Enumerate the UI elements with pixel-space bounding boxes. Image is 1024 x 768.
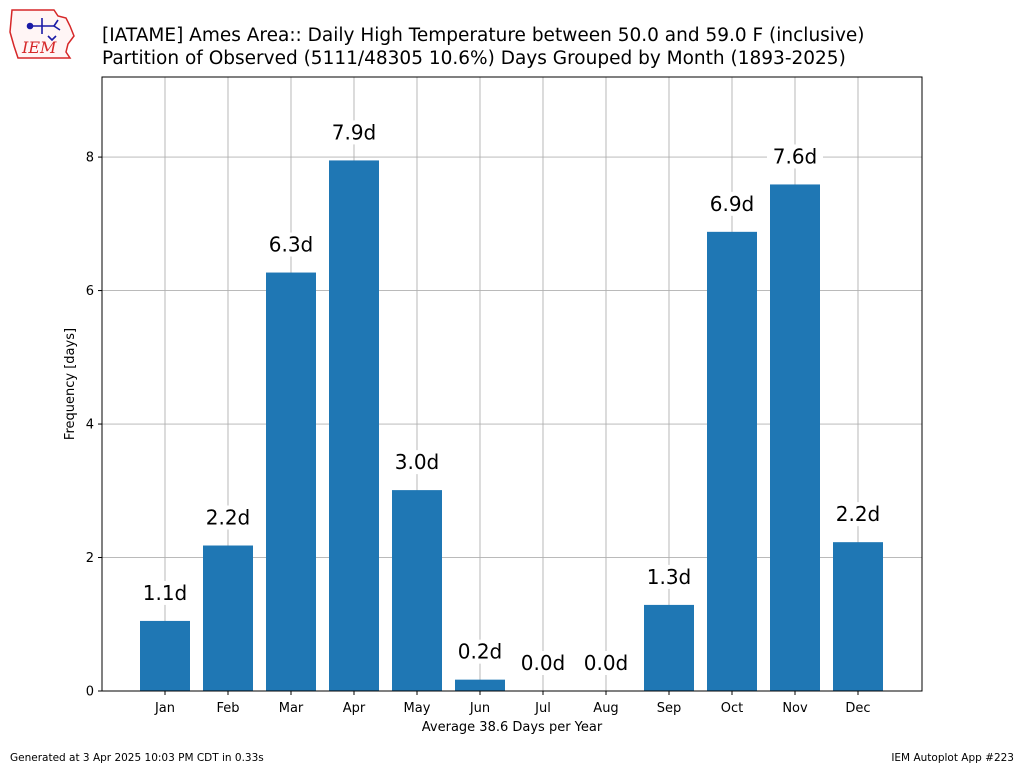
footer-app: IEM Autoplot App #223 xyxy=(891,752,1014,764)
y-tick-label: 4 xyxy=(86,418,94,433)
data-label: 1.1d xyxy=(143,581,188,605)
x-tick-label: Apr xyxy=(343,701,366,716)
data-label: 7.6d xyxy=(773,144,818,168)
data-label: 7.9d xyxy=(332,120,377,144)
data-label: 6.9d xyxy=(710,192,755,216)
axis-layer: 0 2 4 6 8 Jan Feb Mar Apr May Jun Jul Aug Sep Oct Nov De… xyxy=(86,151,871,716)
plot-frame xyxy=(101,76,923,692)
y-tick-label: 2 xyxy=(86,551,94,566)
data-label: 0.2d xyxy=(458,640,503,664)
x-tick-label: Jun xyxy=(469,701,490,716)
bar-apr xyxy=(329,160,379,691)
data-label-bg xyxy=(452,639,508,664)
data-label-bg xyxy=(767,144,823,169)
bars-layer xyxy=(140,160,883,691)
x-tick-label: Oct xyxy=(721,701,743,716)
bar-nov xyxy=(770,184,820,691)
y-tick-label: 6 xyxy=(86,284,94,299)
x-tick-label: Jan xyxy=(154,701,175,716)
bar-mar xyxy=(266,272,316,691)
data-label-bg xyxy=(326,120,382,145)
bar-oct xyxy=(707,231,757,691)
data-label-bg xyxy=(641,564,697,589)
data-label-bg xyxy=(704,191,760,216)
chart-title-line1: [IATAME] Ames Area:: Daily High Temperat… xyxy=(102,25,865,46)
data-label-bg xyxy=(389,450,445,475)
x-tick-label: Feb xyxy=(216,701,239,716)
data-label: 3.0d xyxy=(395,450,440,474)
y-tick-label: 8 xyxy=(86,151,94,166)
bar-sep xyxy=(644,604,694,691)
x-tick-label: Aug xyxy=(593,701,618,716)
footer-generated: Generated at 3 Apr 2025 10:03 PM CDT in … xyxy=(10,752,264,764)
data-label: 2.2d xyxy=(836,502,881,526)
data-label: 0.0d xyxy=(521,651,566,675)
y-axis-label: Frequency [days] xyxy=(63,328,78,440)
x-tick-label: Mar xyxy=(279,701,304,716)
data-label: 6.3d xyxy=(269,233,314,257)
bar-jan xyxy=(140,620,190,691)
data-label-bg xyxy=(515,651,571,675)
data-label: 1.3d xyxy=(647,565,692,589)
bar-feb xyxy=(203,545,253,691)
x-tick-label: Sep xyxy=(657,701,682,716)
x-axis-label: Average 38.6 Days per Year xyxy=(422,720,603,735)
data-labels-layer: 1.1d 2.2d 6.3d 7.9d 3.0d 0.2d 0.0d 0.0d 1.3d 6.9d… xyxy=(137,120,886,675)
bar-dec xyxy=(833,542,883,691)
data-label-bg xyxy=(200,505,256,530)
iem-logo: IEM xyxy=(9,9,75,59)
data-label-bg xyxy=(578,651,634,675)
data-label-bg xyxy=(263,232,319,257)
x-tick-label: May xyxy=(404,701,431,716)
logo-text: IEM xyxy=(21,38,57,57)
data-label: 2.2d xyxy=(206,506,251,530)
x-tick-label: Nov xyxy=(782,701,808,716)
data-label-bg xyxy=(137,580,193,605)
bar-jun xyxy=(455,679,505,691)
data-label-bg xyxy=(830,502,886,527)
chart-title-line2: Partition of Observed (5111/48305 10.6%)… xyxy=(102,48,846,69)
data-label: 0.0d xyxy=(584,651,629,675)
bar-may xyxy=(392,490,442,691)
y-tick-label: 0 xyxy=(86,685,94,700)
x-tick-label: Dec xyxy=(845,701,870,716)
x-tick-label: Jul xyxy=(534,701,551,716)
